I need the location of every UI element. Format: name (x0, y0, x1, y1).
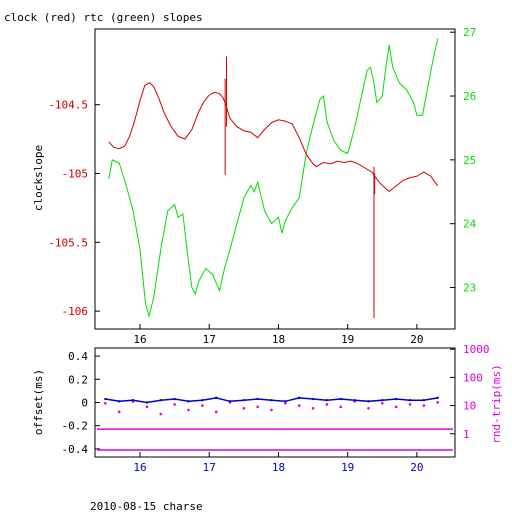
offset-y-tick-label: 0.4 (68, 350, 88, 363)
roundtrip-point (187, 408, 190, 412)
offset-point (131, 398, 135, 402)
slopes-y2-tick-label: 23 (463, 282, 476, 295)
slopes-y2-axis: 23 24 25 26 27 (450, 26, 477, 295)
offset-point (298, 396, 301, 400)
slopes-x-tick-label: 20 (410, 333, 423, 346)
roundtrip-y2-tick-label: 1000 (463, 343, 490, 356)
offset-point (228, 400, 232, 403)
roundtrip-point (325, 403, 329, 406)
slopes-y-axis: -104.5 -105 -105.5 -106 (48, 99, 100, 318)
roundtrip-point (284, 402, 287, 405)
roundtrip-point (381, 402, 384, 405)
roundtrip-point (117, 410, 121, 414)
slopes-y-label: clockslope (32, 145, 45, 211)
clock-slope-line (108, 82, 439, 193)
slopes-y-tick-label: -104.5 (48, 99, 88, 112)
slopes-y-tick-label: -106 (62, 305, 89, 318)
offset-point (339, 397, 342, 401)
slopes-y2-tick-label: 27 (463, 26, 476, 39)
slopes-y-tick-label: -105 (62, 167, 89, 180)
roundtrip-point (256, 405, 259, 409)
offset-point (173, 397, 176, 401)
slopes-x-tick-label: 19 (341, 333, 354, 346)
offset-point (325, 398, 329, 402)
rtc-slope-line (108, 38, 439, 319)
offset-x-tick-label: 16 (133, 461, 146, 474)
offset-y-axis: 0.4 0.2 0 -0.2 -0.4 (62, 350, 100, 456)
offset-y-label: offset(ms) (32, 369, 45, 435)
offset-y-tick-label: -0.2 (62, 420, 89, 433)
roundtrip-y2-tick-label: 10 (463, 400, 476, 413)
offset-y2-axis: 1000 100 10 1 (450, 343, 490, 441)
slopes-series (108, 38, 439, 319)
offset-point (187, 400, 190, 403)
slopes-y2-tick-label: 26 (463, 90, 476, 103)
offset-point (381, 398, 384, 402)
roundtrip-y2-tick-label: 100 (463, 371, 483, 384)
slopes-x-tick-label: 16 (133, 333, 146, 346)
offset-point (214, 396, 218, 400)
slopes-y-tick-label: -105.5 (48, 236, 88, 249)
roundtrip-point (214, 410, 218, 414)
offset-y-tick-label: 0 (81, 397, 88, 410)
slopes-panel: 16 17 18 19 20 -104.5 -105 -105.5 -106 23 24 25 26… (32, 26, 477, 346)
offset-y-tick-label: -0.4 (62, 443, 89, 456)
roundtrip-point (201, 404, 204, 407)
roundtrip-point (436, 401, 439, 404)
roundtrip-point (408, 403, 412, 406)
roundtrip-point (242, 406, 246, 410)
offset-x-axis: 16 17 18 19 20 (133, 452, 424, 474)
roundtrip-point (173, 403, 176, 406)
offset-point (408, 398, 412, 402)
roundtrip-point (145, 405, 149, 409)
chart-footer: 2010-08-15 charse (90, 500, 203, 512)
roundtrip-point (311, 406, 315, 410)
offset-point (159, 398, 162, 402)
offset-point (394, 397, 398, 401)
offset-point (118, 400, 121, 403)
offset-series (97, 396, 453, 451)
roundtrip-point (270, 408, 273, 412)
roundtrip-y2-tick-label: 1 (463, 428, 470, 441)
offset-x-tick-label: 19 (341, 461, 354, 474)
slopes-x-tick-label: 17 (203, 333, 216, 346)
roundtrip-y-label: rnd-trip(ms) (490, 364, 503, 443)
slopes-plot-frame (94, 28, 456, 330)
roundtrip-point (367, 406, 370, 410)
slopes-y2-tick-label: 24 (463, 218, 477, 231)
offset-point (242, 398, 246, 402)
roundtrip-point (394, 405, 398, 409)
offset-x-tick-label: 17 (203, 461, 216, 474)
offset-point (201, 398, 204, 402)
offset-point (284, 400, 287, 403)
offset-x-tick-label: 20 (410, 461, 423, 474)
roundtrip-point (339, 405, 343, 409)
offset-point (422, 398, 426, 402)
offset-x-tick-label: 18 (272, 461, 285, 474)
roundtrip-point (422, 404, 426, 407)
roundtrip-point (297, 404, 301, 407)
slopes-y2-tick-label: 25 (463, 154, 476, 167)
offset-y-tick-label: 0.2 (68, 373, 88, 386)
slopes-x-axis: 16 17 18 19 20 (133, 324, 424, 346)
offset-panel: 16 17 18 19 20 0.4 0.2 0 -0.2 -0.4 1000 100 10 1 of… (32, 343, 503, 474)
offset-point (311, 397, 315, 401)
roundtrip-point (104, 402, 107, 405)
offset-point (145, 401, 149, 404)
offset-point (367, 400, 370, 403)
chart-title: clock (red) rtc (green) slopes (4, 11, 203, 24)
slopes-x-tick-label: 18 (272, 333, 285, 346)
offset-point (353, 398, 356, 402)
roundtrip-point (159, 412, 163, 416)
offset-point (256, 397, 259, 401)
offset-point (270, 398, 273, 402)
offset-point (436, 396, 439, 400)
offset-point (104, 397, 107, 401)
